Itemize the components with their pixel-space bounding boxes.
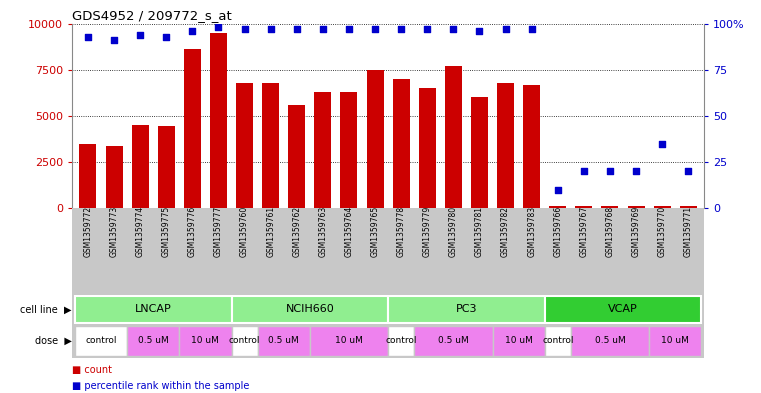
Bar (75, 296, 231, 323)
Point (630, 168, 642, 174)
Point (604, 168, 616, 174)
Point (343, 26, 355, 32)
Bar (263, 83, 279, 208)
Text: 10 uM: 10 uM (505, 336, 533, 345)
Point (421, 26, 433, 32)
Point (656, 140, 668, 147)
Text: VCAP: VCAP (608, 305, 638, 314)
Bar (127, 325, 180, 356)
Text: GDS4952 / 209772_s_at: GDS4952 / 209772_s_at (72, 9, 232, 22)
Text: 10 uM: 10 uM (192, 336, 219, 345)
Text: NCIH660: NCIH660 (285, 305, 334, 314)
Bar (180, 325, 231, 356)
Bar (388, 296, 545, 323)
Bar (340, 92, 358, 208)
Point (82, 33, 94, 40)
Bar (571, 325, 649, 356)
Bar (492, 325, 545, 356)
Text: 10 uM: 10 uM (335, 336, 363, 345)
Bar (314, 92, 331, 208)
Text: 0.5 uM: 0.5 uM (438, 336, 469, 345)
Bar (545, 296, 702, 323)
Bar (79, 143, 97, 208)
Point (134, 31, 146, 38)
Bar (231, 296, 388, 323)
Bar (210, 33, 227, 208)
Bar (471, 97, 488, 208)
Bar (445, 66, 462, 208)
Text: PC3: PC3 (456, 305, 477, 314)
Point (317, 26, 329, 32)
Text: LNCAP: LNCAP (135, 305, 171, 314)
Point (186, 28, 199, 34)
Point (291, 26, 303, 32)
Point (499, 26, 511, 32)
Bar (388, 325, 414, 356)
Bar (184, 50, 201, 208)
Point (160, 33, 172, 40)
Point (395, 26, 407, 32)
Bar (523, 84, 540, 208)
Point (552, 187, 564, 193)
Text: control: control (229, 336, 260, 345)
Bar (231, 325, 258, 356)
Bar (545, 325, 571, 356)
Point (369, 26, 381, 32)
Bar (258, 325, 310, 356)
Bar (680, 206, 697, 208)
Bar (393, 79, 409, 208)
Text: ■ count: ■ count (72, 365, 113, 375)
Text: 10 uM: 10 uM (661, 336, 689, 345)
Bar (419, 88, 436, 208)
Text: 0.5 uM: 0.5 uM (594, 336, 626, 345)
Point (473, 28, 486, 34)
Bar (628, 206, 645, 208)
Point (265, 26, 277, 32)
Bar (649, 325, 702, 356)
Text: cell line  ▶: cell line ▶ (21, 305, 72, 314)
Bar (549, 206, 566, 208)
Point (238, 26, 250, 32)
Bar (497, 83, 514, 208)
Point (447, 26, 460, 32)
Text: 0.5 uM: 0.5 uM (138, 336, 169, 345)
Point (682, 168, 694, 174)
Text: dose  ▶: dose ▶ (35, 336, 72, 346)
Text: ■ percentile rank within the sample: ■ percentile rank within the sample (72, 381, 250, 391)
Bar (654, 206, 670, 208)
Text: control: control (85, 336, 116, 345)
Bar (106, 147, 123, 208)
Bar (414, 325, 492, 356)
Bar (575, 206, 592, 208)
Point (108, 37, 120, 43)
Point (526, 26, 538, 32)
Text: control: control (542, 336, 574, 345)
Bar (288, 105, 305, 208)
Bar (132, 125, 148, 208)
Text: control: control (385, 336, 417, 345)
Bar (158, 126, 175, 208)
Bar (236, 83, 253, 208)
Bar (601, 206, 619, 208)
Point (212, 24, 224, 30)
Bar (367, 70, 384, 208)
Point (578, 168, 590, 174)
Bar (75, 325, 127, 356)
Text: 0.5 uM: 0.5 uM (269, 336, 299, 345)
Bar (310, 325, 388, 356)
